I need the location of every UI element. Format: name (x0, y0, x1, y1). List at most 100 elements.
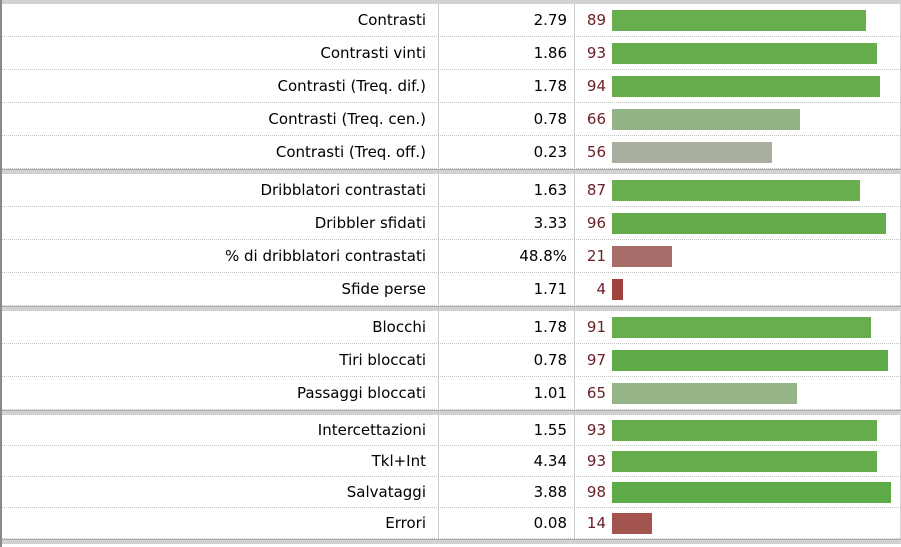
stat-label-cell: Dribbler sfidati (2, 207, 439, 239)
stat-row: Passaggi bloccati 1.01 65 (2, 377, 901, 410)
percentile-bar (612, 9, 866, 31)
stat-value-cell: 1.86 (439, 37, 575, 69)
stat-value: 1.55 (533, 421, 567, 439)
group-separator (2, 0, 901, 4)
stat-percentile: 97 (586, 351, 606, 369)
stat-label-cell: Intercettazioni (2, 415, 439, 445)
stat-percentile: 96 (586, 214, 606, 232)
stat-percentile: 94 (586, 77, 606, 95)
stat-value-cell: 48.8% (439, 240, 575, 272)
stat-value: 0.78 (533, 351, 567, 369)
stat-row: Tkl+Int 4.34 93 (2, 446, 901, 477)
stat-value-cell: 1.63 (439, 174, 575, 206)
stat-value: 1.86 (533, 44, 567, 62)
percentile-bar (612, 278, 623, 300)
percentile-bar (612, 75, 880, 97)
stat-percentile-cell: 14 (575, 508, 901, 538)
percentile-bar (612, 316, 871, 338)
stat-value-cell: 1.78 (439, 311, 575, 343)
stat-value: 1.78 (533, 77, 567, 95)
stat-group: Intercettazioni 1.55 93 Tkl+Int 4.34 93 Salvat… (2, 415, 901, 539)
stat-row: Errori 0.08 14 (2, 508, 901, 539)
stat-row: Contrasti (Treq. off.) 0.23 56 (2, 136, 901, 169)
percentile-bar (612, 349, 888, 371)
stat-label-cell: Contrasti (Treq. cen.) (2, 103, 439, 135)
stat-value-cell: 2.79 (439, 4, 575, 36)
group-separator (2, 539, 901, 544)
stat-percentile-cell: 65 (575, 377, 901, 409)
stat-percentile-cell: 97 (575, 344, 901, 376)
group-separator (2, 410, 901, 415)
stat-value: 2.79 (533, 11, 567, 29)
stat-label-cell: Dribblatori contrastati (2, 174, 439, 206)
stat-label-cell: Contrasti (2, 4, 439, 36)
stat-percentile: 21 (586, 247, 606, 265)
stat-row: Intercettazioni 1.55 93 (2, 415, 901, 446)
percentile-bar (612, 245, 672, 267)
stat-value-cell: 0.78 (439, 344, 575, 376)
stat-percentile-cell: 94 (575, 70, 901, 102)
stat-row: Contrasti 2.79 89 (2, 4, 901, 37)
stat-label: Tkl+Int (371, 452, 426, 470)
percentile-bar (612, 481, 891, 503)
stat-value-cell: 4.34 (439, 446, 575, 476)
stat-value-cell: 0.23 (439, 136, 575, 168)
stat-row: Blocchi 1.78 91 (2, 311, 901, 344)
stat-value: 48.8% (519, 247, 567, 265)
percentile-bar (612, 42, 877, 64)
stat-label-cell: Contrasti vinti (2, 37, 439, 69)
stat-percentile-cell: 87 (575, 174, 901, 206)
stat-group: Contrasti 2.79 89 Contrasti vinti 1.86 93 Cont… (2, 4, 901, 169)
percentile-bar (612, 108, 800, 130)
stat-row: Dribbler sfidati 3.33 96 (2, 207, 901, 240)
stat-percentile-cell: 93 (575, 446, 901, 476)
stat-percentile: 93 (586, 44, 606, 62)
stat-label: % di dribblatori contrastati (224, 247, 426, 265)
stat-label-cell: Blocchi (2, 311, 439, 343)
stat-percentile: 14 (586, 514, 606, 532)
stat-percentile-cell: 66 (575, 103, 901, 135)
stat-percentile-cell: 4 (575, 273, 901, 305)
stat-row: Contrasti vinti 1.86 93 (2, 37, 901, 70)
stat-value: 3.88 (533, 483, 567, 501)
percentile-bar (612, 141, 772, 163)
stat-value: 1.01 (533, 384, 567, 402)
stat-percentile-cell: 93 (575, 37, 901, 69)
stat-percentile: 93 (586, 452, 606, 470)
percentile-bar (612, 179, 860, 201)
stat-label-cell: Salvataggi (2, 477, 439, 507)
stat-label-cell: % di dribblatori contrastati (2, 240, 439, 272)
stat-row: Tiri bloccati 0.78 97 (2, 344, 901, 377)
percentile-bar (612, 450, 877, 472)
stat-value-cell: 0.78 (439, 103, 575, 135)
group-separator (2, 306, 901, 311)
stat-value-cell: 0.08 (439, 508, 575, 538)
stat-label: Contrasti (Treq. off.) (275, 143, 426, 161)
stat-value-cell: 1.55 (439, 415, 575, 445)
stat-label: Blocchi (372, 318, 426, 336)
stat-label: Contrasti (Treq. cen.) (268, 110, 426, 128)
stat-row: Contrasti (Treq. dif.) 1.78 94 (2, 70, 901, 103)
stat-label: Tiri bloccati (339, 351, 426, 369)
stat-group: Dribblatori contrastati 1.63 87 Dribbler sf… (2, 174, 901, 306)
stat-value: 0.08 (533, 514, 567, 532)
stat-value: 3.33 (533, 214, 567, 232)
stat-percentile: 66 (586, 110, 606, 128)
stat-percentile-cell: 98 (575, 477, 901, 507)
stat-value: 0.23 (533, 143, 567, 161)
stat-label-cell: Sfide perse (2, 273, 439, 305)
stat-label-cell: Errori (2, 508, 439, 538)
stat-percentile: 4 (596, 280, 606, 298)
stat-value-cell: 3.88 (439, 477, 575, 507)
stat-label: Contrasti (Treq. dif.) (277, 77, 426, 95)
stat-percentile-cell: 96 (575, 207, 901, 239)
stat-percentile: 93 (586, 421, 606, 439)
stat-label: Dribblatori contrastati (260, 181, 426, 199)
stat-value: 1.78 (533, 318, 567, 336)
stat-row: % di dribblatori contrastati 48.8% 21 (2, 240, 901, 273)
stat-percentile: 98 (586, 483, 606, 501)
stat-value-cell: 1.71 (439, 273, 575, 305)
stat-label: Sfide perse (341, 280, 426, 298)
stat-percentile: 56 (586, 143, 606, 161)
stat-label: Contrasti vinti (320, 44, 426, 62)
